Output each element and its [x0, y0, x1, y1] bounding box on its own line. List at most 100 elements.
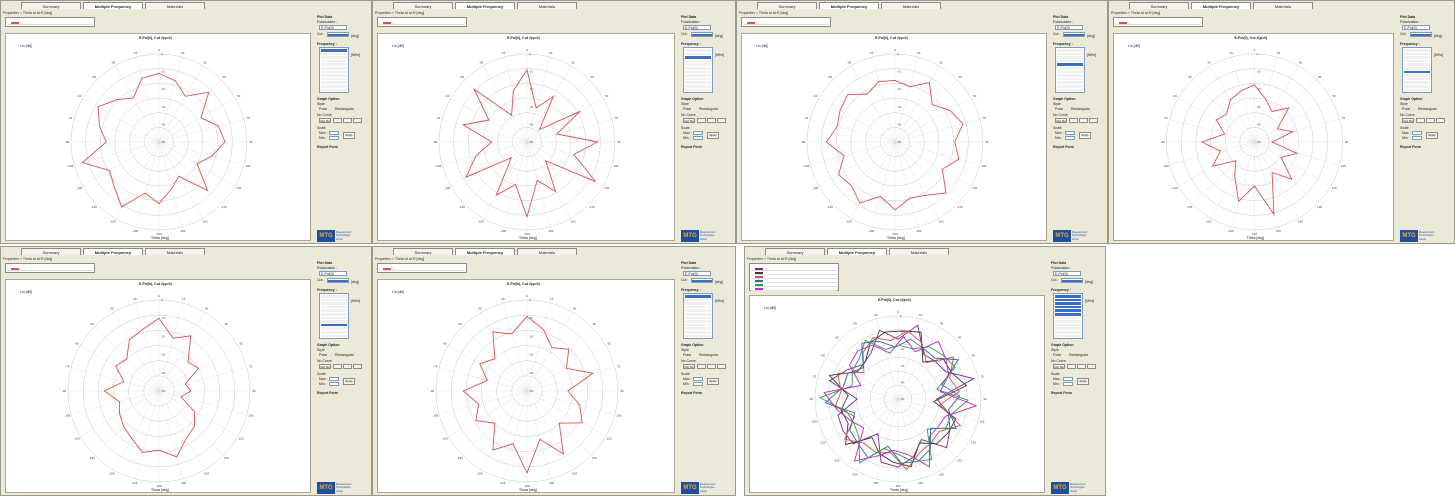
frequency-list-item[interactable] — [1055, 313, 1081, 316]
table-row[interactable] — [751, 279, 837, 283]
frequency-list-item[interactable] — [685, 74, 711, 77]
min-input[interactable] — [693, 382, 703, 386]
frequency-list-item[interactable] — [321, 63, 347, 66]
cut-nav-button[interactable] — [343, 364, 352, 369]
table-row[interactable] — [7, 267, 93, 271]
frequency-list-item[interactable] — [321, 74, 347, 77]
frequency-list-item[interactable] — [1057, 70, 1083, 74]
frequency-list-item[interactable] — [685, 85, 711, 88]
cut-no-button[interactable]: Cut No — [1055, 118, 1067, 123]
frequency-list-item[interactable] — [1057, 85, 1083, 88]
tab-summary[interactable]: Summary — [21, 248, 81, 255]
tab-summary[interactable]: Summary — [757, 2, 817, 9]
frequency-list-item[interactable] — [685, 316, 711, 320]
min-input[interactable] — [1412, 136, 1422, 140]
max-input[interactable] — [329, 377, 339, 381]
cut-no-button[interactable]: Cut No — [683, 364, 695, 369]
tab-summary[interactable]: Summary — [765, 248, 825, 255]
frequency-list-item[interactable] — [321, 309, 347, 312]
frequency-list-item[interactable] — [1404, 88, 1430, 92]
cut-nav-button[interactable] — [343, 118, 352, 123]
tab-materials[interactable]: Materials — [881, 2, 941, 9]
frequency-list-item[interactable] — [1057, 77, 1083, 81]
apply-button[interactable]: Apply — [1426, 132, 1438, 139]
cut-select[interactable] — [1410, 32, 1432, 37]
frequency-list-item[interactable] — [1404, 74, 1430, 77]
cut-nav-button[interactable] — [697, 118, 706, 123]
frequency-list-item[interactable] — [321, 81, 347, 84]
frequency-list-item[interactable] — [1404, 52, 1430, 56]
tab-materials[interactable]: Materials — [145, 248, 205, 255]
cut-select[interactable] — [691, 32, 713, 37]
cut-no-button[interactable]: Cut No — [1053, 364, 1065, 369]
cut-nav-button[interactable] — [353, 364, 362, 369]
rectangular-radio[interactable]: Rectangular — [699, 107, 718, 111]
max-input[interactable] — [693, 131, 703, 135]
frequency-listbox[interactable] — [1055, 47, 1085, 93]
max-input[interactable] — [1065, 131, 1075, 135]
min-input[interactable] — [1063, 382, 1073, 386]
min-input[interactable] — [329, 382, 339, 386]
tab-multiple-frequency[interactable]: Multiple Frequency — [455, 2, 515, 9]
frequency-list-item[interactable] — [1055, 331, 1081, 334]
cut-nav-button[interactable] — [717, 118, 726, 123]
apply-button[interactable]: Apply — [1079, 132, 1091, 139]
table-row[interactable] — [743, 21, 829, 25]
rectangular-radio[interactable]: Rectangular — [1418, 107, 1437, 111]
frequency-list-item[interactable] — [321, 85, 347, 88]
min-input[interactable] — [693, 136, 703, 140]
frequency-listbox[interactable] — [1402, 47, 1432, 93]
cut-nav-button[interactable] — [333, 364, 342, 369]
rectangular-radio[interactable]: Rectangular — [1069, 353, 1088, 357]
report-form-checkbox[interactable]: Report Form — [317, 145, 338, 149]
frequency-list-item[interactable] — [321, 302, 347, 305]
frequency-list-item[interactable] — [685, 302, 711, 305]
table-row[interactable] — [1115, 21, 1201, 25]
cut-nav-button[interactable] — [1436, 118, 1445, 123]
frequency-list-item[interactable] — [1055, 305, 1081, 309]
frequency-list-item[interactable] — [685, 313, 711, 316]
polar-radio[interactable]: Polar — [1402, 107, 1411, 111]
apply-button[interactable]: Apply — [707, 132, 719, 139]
frequency-list-item[interactable] — [685, 63, 711, 66]
frequency-list-item[interactable] — [685, 56, 711, 59]
cut-no-button[interactable]: Cut No — [319, 118, 331, 123]
frequency-list-item[interactable] — [1057, 59, 1083, 63]
table-row[interactable] — [751, 267, 837, 271]
cut-nav-button[interactable] — [707, 364, 716, 369]
rectangular-radio[interactable]: Rectangular — [1071, 107, 1090, 111]
frequency-list-item[interactable] — [1057, 49, 1083, 52]
polar-radio[interactable]: Polar — [683, 107, 692, 111]
frequency-list-item[interactable] — [685, 331, 711, 334]
cut-select[interactable] — [327, 32, 349, 37]
cut-select[interactable] — [1063, 32, 1085, 37]
frequency-list-item[interactable] — [685, 59, 711, 63]
frequency-list-item[interactable] — [685, 305, 711, 309]
frequency-list-item[interactable] — [321, 49, 347, 52]
report-form-checkbox[interactable]: Report Form — [681, 391, 702, 395]
cut-nav-button[interactable] — [1067, 364, 1076, 369]
frequency-listbox[interactable] — [319, 293, 349, 339]
frequency-list-item[interactable] — [1057, 81, 1083, 84]
frequency-list-item[interactable] — [321, 70, 347, 74]
cut-select[interactable] — [691, 278, 713, 283]
polarization-select[interactable]: E-Pol(0) — [319, 271, 347, 276]
frequency-listbox[interactable] — [683, 293, 713, 339]
polar-radio[interactable]: Polar — [319, 353, 328, 357]
frequency-list-item[interactable] — [685, 327, 711, 330]
frequency-list-item[interactable] — [1057, 63, 1083, 66]
frequency-list-item[interactable] — [1055, 295, 1081, 298]
apply-button[interactable]: Apply — [343, 132, 355, 139]
frequency-list-item[interactable] — [1055, 298, 1081, 302]
max-input[interactable] — [1412, 131, 1422, 135]
cut-nav-button[interactable] — [717, 364, 726, 369]
frequency-list-item[interactable] — [1055, 302, 1081, 305]
frequency-list-item[interactable] — [1055, 320, 1081, 323]
frequency-list-item[interactable] — [321, 331, 347, 334]
max-input[interactable] — [329, 131, 339, 135]
frequency-list-item[interactable] — [685, 52, 711, 56]
report-form-checkbox[interactable]: Report Form — [317, 391, 338, 395]
table-row[interactable] — [379, 21, 465, 25]
frequency-list-item[interactable] — [321, 323, 347, 327]
frequency-list-item[interactable] — [1057, 56, 1083, 59]
